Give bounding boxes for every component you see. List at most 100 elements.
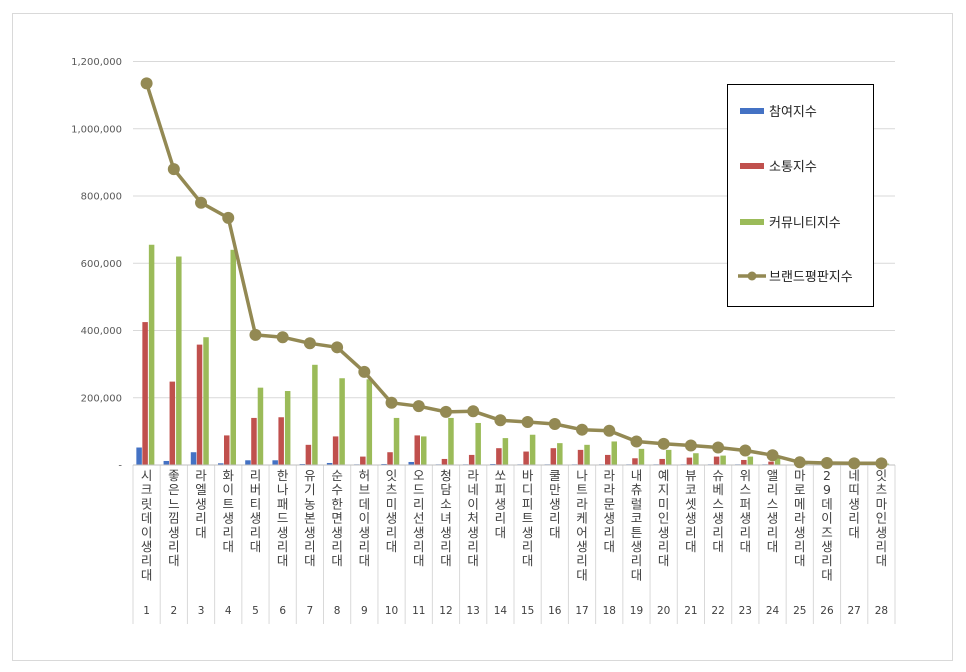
series-line <box>144 82 882 466</box>
index-label: 22 <box>711 605 724 617</box>
line-point <box>303 337 316 350</box>
bar <box>577 449 584 465</box>
bar <box>713 456 720 465</box>
index-label: 14 <box>494 605 508 617</box>
line-point <box>331 341 344 354</box>
line-point <box>276 331 289 344</box>
line-point <box>521 415 534 428</box>
bar <box>272 460 278 465</box>
line-point <box>793 456 806 469</box>
index-label: 20 <box>657 605 670 617</box>
y-tick-label: 800,000 <box>81 192 122 203</box>
index-label: 11 <box>412 605 425 617</box>
y-tick-label: - <box>118 461 122 472</box>
bar <box>387 452 393 465</box>
y-tick-label: 1,000,000 <box>71 124 122 135</box>
bar <box>284 391 291 465</box>
brand-reputation-chart: 1,200,000 1,000,000 800,000 600,000 400,000 2… <box>71 57 896 624</box>
bar <box>393 417 400 465</box>
bar <box>148 244 155 465</box>
index-label: 3 <box>198 605 205 617</box>
bar <box>720 455 726 465</box>
y-tick-label: 600,000 <box>81 259 122 270</box>
legend-swatch <box>740 219 764 225</box>
y-tick-label: 1,200,000 <box>71 57 122 68</box>
bar <box>224 435 230 465</box>
line-point <box>766 449 779 462</box>
line-point <box>712 441 725 454</box>
bar <box>496 448 502 465</box>
bar <box>312 364 318 465</box>
index-label: 23 <box>739 605 752 617</box>
bar <box>305 444 312 465</box>
index-label: 7 <box>307 605 314 617</box>
bar <box>611 441 617 465</box>
index-label: 8 <box>334 605 341 617</box>
line-point <box>358 365 371 378</box>
bar <box>230 249 236 465</box>
line-point <box>439 405 452 418</box>
line-point <box>875 457 888 470</box>
bar <box>142 322 148 465</box>
bar <box>475 422 481 465</box>
bar <box>326 462 333 465</box>
index-label: 5 <box>252 605 259 617</box>
bar <box>550 448 557 465</box>
line-point <box>412 400 425 413</box>
index-label: 1 <box>143 605 150 617</box>
index-label: 12 <box>439 605 452 617</box>
category-separators <box>132 465 896 624</box>
bar <box>136 447 142 465</box>
bar <box>218 463 224 465</box>
bar <box>768 461 774 465</box>
line-point <box>657 437 670 450</box>
bar <box>381 463 387 465</box>
bar <box>584 444 590 465</box>
line-point <box>630 435 643 448</box>
bar <box>686 457 693 465</box>
bar <box>332 436 339 465</box>
index-label: 17 <box>575 605 588 617</box>
index-label: 4 <box>225 605 232 617</box>
bar <box>529 434 536 465</box>
bar <box>557 443 563 465</box>
bar <box>163 460 170 465</box>
line-point <box>249 328 262 341</box>
index-label: 25 <box>793 605 806 617</box>
bar <box>502 438 509 465</box>
line-point <box>222 211 235 224</box>
bar <box>278 417 284 465</box>
bar <box>490 463 496 465</box>
line-point <box>140 77 153 90</box>
bar <box>605 454 611 465</box>
line-point <box>494 414 507 427</box>
bar <box>366 379 373 465</box>
index-label: 28 <box>875 605 888 617</box>
line-point <box>195 196 208 209</box>
line-point <box>576 423 589 436</box>
legend-label: 커뮤니티지수 <box>769 216 841 231</box>
bar <box>257 387 264 465</box>
chart-frame: 1,200,000 1,000,000 800,000 600,000 400,000 2… <box>12 13 953 661</box>
bar <box>747 456 754 465</box>
bar <box>448 417 454 465</box>
index-label: 9 <box>361 605 368 617</box>
bar <box>414 435 420 465</box>
bar <box>169 381 176 465</box>
